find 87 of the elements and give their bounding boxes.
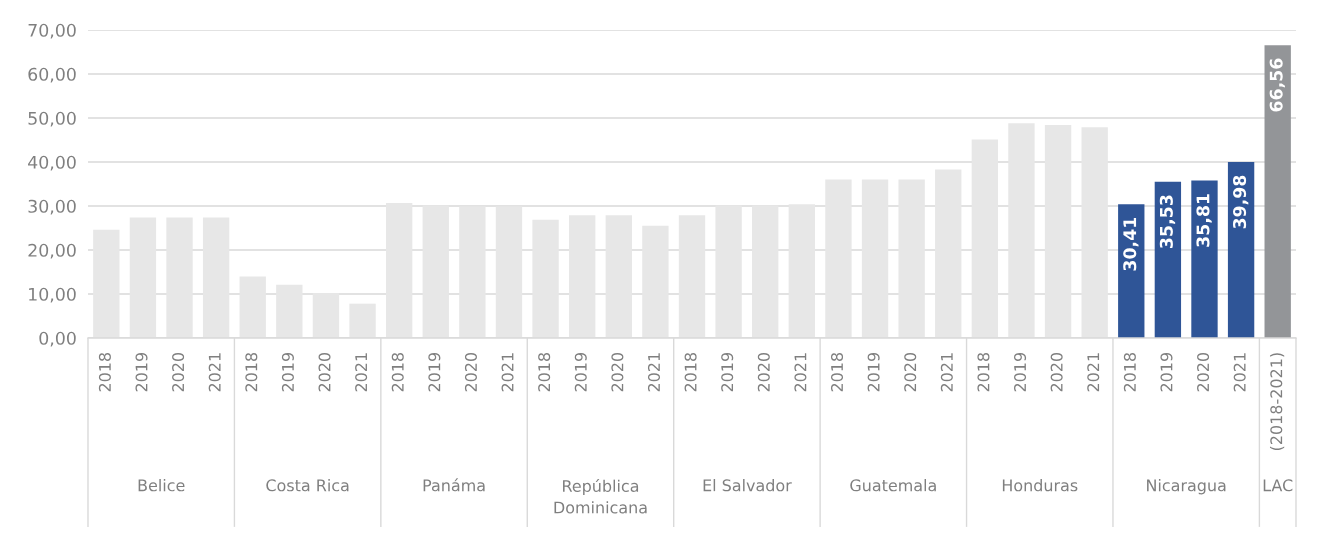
bar (678, 215, 706, 338)
x-tick-label: 2018 (538, 352, 551, 392)
text: Honduras (1002, 479, 1078, 492)
bar (202, 217, 230, 338)
x-tick-label: 2021 (501, 353, 514, 392)
y-tick-label: 40,00 (28, 155, 76, 171)
x-tick-label: 2020 (1197, 352, 1210, 392)
x-tick-label: 2018 (977, 352, 990, 392)
data-label: 39,98 (1233, 175, 1249, 229)
bar (422, 205, 449, 338)
x-tick-label: 2021 (1233, 353, 1246, 392)
y-tick-label: 50,00 (28, 111, 76, 127)
x-tick-label: 2021 (208, 353, 221, 392)
bar (1227, 162, 1255, 338)
x-tick-label: 2018 (98, 352, 111, 392)
x-tick-label: 2018 (684, 352, 697, 392)
bar (1264, 45, 1291, 338)
bar (1008, 123, 1035, 338)
x-tick-label: 2020 (757, 352, 770, 392)
y-tick-label: 10,00 (29, 287, 76, 303)
y-tick-label: 0,00 (39, 331, 76, 347)
data-label: 35,81 (1196, 194, 1212, 247)
text: República Dominicana (554, 479, 647, 514)
bar (312, 293, 340, 338)
text: LAC (1263, 479, 1293, 492)
x-tick-label: 2020 (1050, 352, 1063, 392)
bar (788, 204, 815, 338)
bar (532, 219, 559, 338)
x-tick-label: 2020 (611, 352, 624, 392)
text: Costa Rica (266, 479, 349, 492)
text: Panáma (423, 478, 485, 492)
bar (1191, 180, 1218, 338)
text: Nicaragua (1147, 479, 1226, 495)
bar (129, 217, 157, 338)
bar (276, 284, 303, 338)
text: Belice (138, 479, 185, 492)
bar (605, 215, 632, 338)
bar (1081, 127, 1108, 338)
bar (971, 139, 999, 338)
bar (166, 217, 193, 338)
bar (239, 276, 266, 338)
bar (1044, 125, 1072, 338)
data-label: 35,53 (1159, 195, 1176, 248)
x-tick-label: 2018 (830, 352, 844, 392)
text: Guatemala (850, 479, 936, 492)
bar (349, 303, 376, 338)
bar (569, 215, 596, 338)
y-tick-label: 30,00 (28, 199, 76, 215)
x-tick-label: 2018 (391, 352, 404, 392)
x-tick-label: (2018-2021) (1269, 353, 1285, 451)
x-tick-label: 2021 (355, 353, 368, 392)
bar (642, 225, 669, 338)
bar (93, 229, 120, 338)
y-tick-label: 20,00 (28, 243, 76, 259)
x-tick-label: 2019 (721, 353, 734, 392)
bar (898, 179, 925, 338)
bar (495, 206, 523, 338)
x-tick-label: 2021 (940, 353, 953, 392)
x-tick-label: 2021 (794, 353, 807, 392)
data-label: 30,41 (1123, 217, 1139, 271)
x-tick-label: 2020 (464, 352, 477, 392)
text: El Salvador (703, 479, 792, 492)
x-tick-label: 2020 (904, 352, 917, 392)
x-tick-label: 2019 (1160, 353, 1173, 392)
x-tick-label: 2018 (245, 352, 258, 392)
x-tick-label: 2020 (318, 352, 331, 392)
bar (935, 169, 962, 338)
bar (385, 202, 413, 338)
x-tick-label: 2019 (135, 353, 148, 392)
bar (715, 205, 742, 338)
x-tick-label: 2021 (1087, 353, 1100, 392)
x-tick-label: 2018 (1123, 352, 1136, 392)
x-tick-label: 2019 (428, 353, 441, 392)
bar (752, 205, 779, 338)
x-tick-label: 2019 (867, 353, 880, 392)
y-tick-label: 70,00 (28, 23, 76, 39)
x-tick-label: 2020 (172, 352, 185, 392)
x-tick-label: 2019 (281, 353, 294, 392)
bar (861, 179, 889, 338)
data-label: 66,56 (1269, 58, 1285, 112)
x-tick-label: 2019 (1014, 353, 1027, 392)
x-tick-label: 2019 (574, 353, 587, 392)
bar (459, 206, 486, 338)
y-tick-label: 60,00 (28, 67, 76, 83)
bar (1154, 181, 1182, 338)
x-tick-label: 2021 (647, 353, 661, 392)
bar (825, 179, 852, 338)
